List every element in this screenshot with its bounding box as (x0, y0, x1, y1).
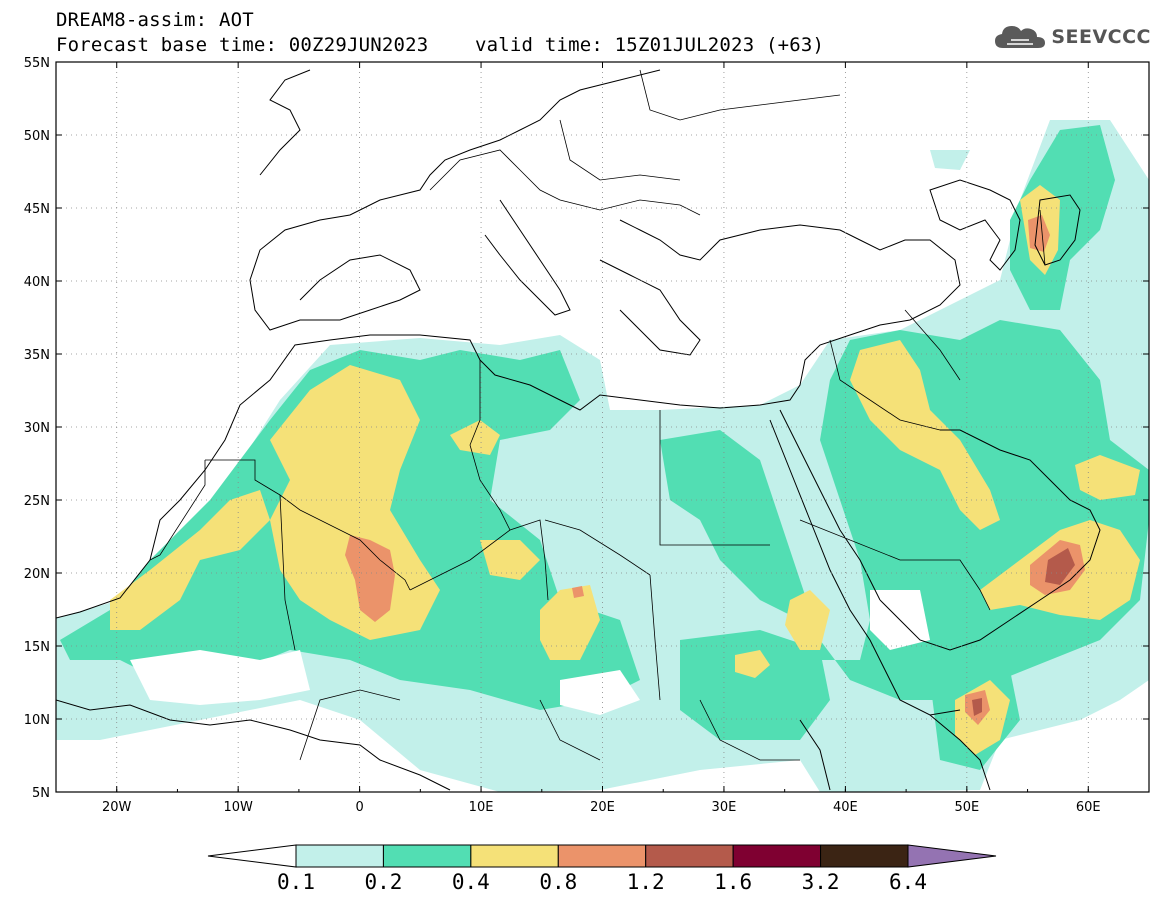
seevccc-logo: SEEVCCC (993, 22, 1151, 52)
logo-text: SEEVCCC (1051, 26, 1151, 48)
colorbar-segment (820, 844, 909, 868)
colorbar-label: 1.6 (714, 870, 752, 894)
axis-ticks: 55N 50N 45N 40N 35N 30N 25N 20N 15N 10N 5N 20W 10W 0 1… (24, 56, 1150, 815)
lat-tick-label: 20N (24, 567, 50, 582)
colorbar-label: 1.2 (627, 870, 665, 894)
colorbar-high-arrow (907, 844, 997, 868)
forecast-time-line: Forecast base time: 00Z29JUN2023 valid t… (56, 34, 825, 56)
colorbar-label: 0.8 (539, 870, 577, 894)
lon-tick-label: 20E (590, 800, 615, 815)
lat-tick-label: 45N (24, 202, 50, 217)
lon-tick-label: 30E (712, 800, 737, 815)
colorbar-low-arrow (207, 844, 297, 868)
colorbar-segment (470, 844, 559, 868)
lon-tick-label: 40E (833, 800, 858, 815)
lat-tick-label: 30N (24, 421, 50, 436)
lat-tick-label: 35N (24, 348, 50, 363)
coastlines (56, 69, 1101, 791)
colorbar: 0.1 0.2 0.4 0.8 1.2 1.6 3.2 6.4 (207, 844, 997, 894)
lat-tick-label: 10N (24, 713, 50, 728)
colorbar-segment (382, 844, 472, 868)
lon-tick-label: 20W (102, 800, 132, 815)
colorbar-label: 6.4 (889, 870, 927, 894)
lon-tick-label: 10E (469, 800, 494, 815)
colorbar-label: 0.2 (364, 870, 402, 894)
lon-tick-label: 0 (355, 800, 363, 815)
colorbar-segment (645, 844, 734, 868)
lat-tick-label: 25N (24, 494, 50, 509)
lon-tick-label: 60E (1076, 800, 1101, 815)
lon-tick-label: 10W (223, 800, 253, 815)
aot-level-0.4 (110, 185, 1140, 755)
graticule (56, 62, 1149, 792)
cloud-icon (995, 26, 1046, 48)
colorbar-label: 3.2 (802, 870, 840, 894)
colorbar-label: 0.1 (277, 870, 315, 894)
aot-fields (56, 120, 1149, 792)
borders (149, 69, 1046, 761)
lat-tick-label: 15N (24, 640, 50, 655)
aot-level-1.2 (972, 548, 1075, 716)
colorbar-segment (732, 844, 822, 868)
colorbar-segment (295, 844, 384, 868)
colorbar-label: 0.4 (452, 870, 490, 894)
lat-tick-label: 40N (24, 275, 50, 290)
lat-tick-label: 5N (32, 786, 50, 801)
lat-tick-label: 50N (24, 129, 50, 144)
lon-tick-label: 50E (954, 800, 979, 815)
lat-tick-label: 55N (24, 56, 50, 71)
colorbar-segment (557, 844, 647, 868)
chart-title: DREAM8-assim: AOT (56, 9, 254, 31)
